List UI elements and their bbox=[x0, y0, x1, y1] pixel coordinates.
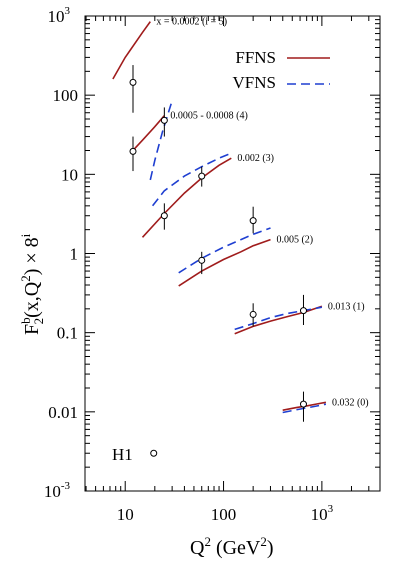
y-tick-label: 0.1 bbox=[57, 324, 78, 343]
data-point bbox=[249, 217, 257, 225]
bin-label: 0.013 (1) bbox=[328, 301, 365, 312]
y-axis-title: Fb2(x,Q2) × 8i bbox=[18, 233, 46, 335]
data-point bbox=[160, 116, 168, 124]
ffns-curve bbox=[130, 115, 165, 153]
vfns-curve bbox=[178, 227, 271, 274]
x-tick-label: 10 bbox=[117, 505, 134, 524]
ffns-curve bbox=[112, 21, 151, 80]
data-point bbox=[249, 310, 257, 318]
y-tick-label: 100 bbox=[53, 86, 79, 105]
ffns-curve bbox=[282, 401, 327, 411]
bin-label: 0.032 (0) bbox=[332, 397, 369, 408]
axis-tick-labels: 10 100 103 103 100 10 1 0.1 0.01 10-3 bbox=[44, 5, 334, 524]
bin-label: 0.002 (3) bbox=[237, 153, 274, 164]
data-point bbox=[299, 400, 307, 408]
data-point bbox=[129, 78, 137, 86]
legend-label-vfns: VFNS bbox=[233, 73, 276, 92]
h1-legend-marker bbox=[150, 449, 158, 457]
x-tick-label: 103 bbox=[311, 503, 334, 524]
legend-label-ffns: FFNS bbox=[235, 48, 276, 67]
y-tick-label: 103 bbox=[48, 5, 71, 26]
theory-curves bbox=[112, 21, 327, 414]
h1-legend-label: H1 bbox=[112, 445, 133, 464]
h1-legend: H1 bbox=[112, 445, 158, 464]
vfns-curve bbox=[151, 152, 232, 207]
x-axis-title: Q2 (GeV2) bbox=[190, 534, 274, 559]
y-tick-label: 10 bbox=[61, 165, 78, 184]
axis-ticks bbox=[85, 16, 380, 492]
x-tick-label: 100 bbox=[211, 505, 237, 524]
bin-annotations: x = 0.0002 (i = 5) 0.0005 - 0.0008 (4) 0.0… bbox=[156, 17, 368, 409]
ffns-curve bbox=[141, 157, 232, 238]
data-point bbox=[198, 256, 206, 264]
y-tick-label: 10-3 bbox=[44, 480, 71, 501]
bin-label: 0.0005 - 0.0008 (4) bbox=[170, 111, 248, 122]
data-point bbox=[299, 307, 307, 315]
h1-data-points bbox=[129, 65, 307, 422]
ffns-curve bbox=[178, 238, 271, 287]
y-tick-label: 1 bbox=[70, 245, 79, 264]
bin-label: x = 0.0002 (i = 5) bbox=[156, 17, 227, 28]
legend: FFNS VFNS bbox=[233, 48, 330, 92]
data-point bbox=[198, 172, 206, 180]
vfns-curve bbox=[149, 100, 173, 181]
y-tick-label: 0.01 bbox=[48, 403, 78, 422]
bin-label: 0.005 (2) bbox=[276, 235, 313, 246]
data-point bbox=[129, 147, 137, 155]
data-point bbox=[160, 212, 168, 220]
